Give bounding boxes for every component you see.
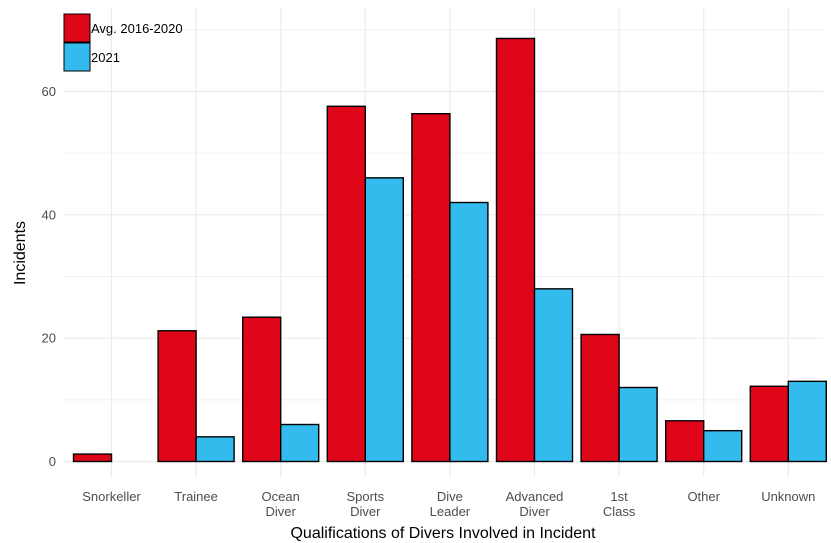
legend-label: 2021 [91, 50, 120, 65]
x-tick-label: Sports Diver [347, 489, 385, 519]
y-tick-label: 40 [42, 207, 56, 222]
bar-avg-1st-class [580, 333, 620, 463]
x-tick-label: Ocean Diver [262, 489, 300, 519]
y-tick-label: 20 [42, 331, 56, 346]
bar-2021-unknown [787, 380, 827, 463]
x-tick-label: Trainee [174, 489, 218, 504]
legend-swatch [63, 42, 91, 72]
y-axis-ticks: 0 20 40 60 [42, 84, 56, 469]
bar-2021-trainee [195, 436, 235, 463]
bar-avg-sports-diver [326, 105, 366, 463]
bars [72, 37, 827, 463]
bar-2021-dive-leader [449, 201, 489, 463]
bar-2021-advanced-diver [533, 288, 574, 463]
x-tick-label: Unknown [761, 489, 815, 504]
x-axis-title: Qualifications of Divers Involved in Inc… [290, 525, 596, 542]
bar-avg-dive-leader [411, 112, 451, 463]
bar-avg-trainee [157, 330, 197, 463]
bar-avg-snorkeller [72, 453, 113, 463]
bar-2021-ocean-diver [280, 423, 320, 463]
bar-avg-ocean-diver [241, 316, 282, 463]
y-tick-label: 0 [49, 454, 56, 469]
legend: Avg. 2016-2020 2021 [63, 13, 183, 72]
y-axis-title: Incidents [12, 221, 29, 285]
bar-2021-sports-diver [364, 177, 404, 463]
x-tick-label: Other [687, 489, 720, 504]
bar-2021-1st-class [618, 386, 658, 463]
bar-2021-other [703, 429, 743, 463]
x-tick-label: Snorkeller [82, 489, 141, 504]
x-tick-label: Dive Leader [430, 489, 471, 519]
bar-avg-other [665, 420, 705, 463]
bar-avg-unknown [749, 385, 789, 463]
bar-avg-advanced-diver [495, 37, 536, 463]
legend-swatch [63, 13, 91, 43]
legend-label: Avg. 2016-2020 [91, 21, 183, 36]
x-tick-label: 1st Class [603, 489, 636, 519]
y-tick-label: 60 [42, 84, 56, 99]
x-axis-ticks: Snorkeller Trainee Ocean Diver Sports Diver Di… [82, 489, 815, 519]
x-tick-label: Advanced Diver [506, 489, 564, 519]
